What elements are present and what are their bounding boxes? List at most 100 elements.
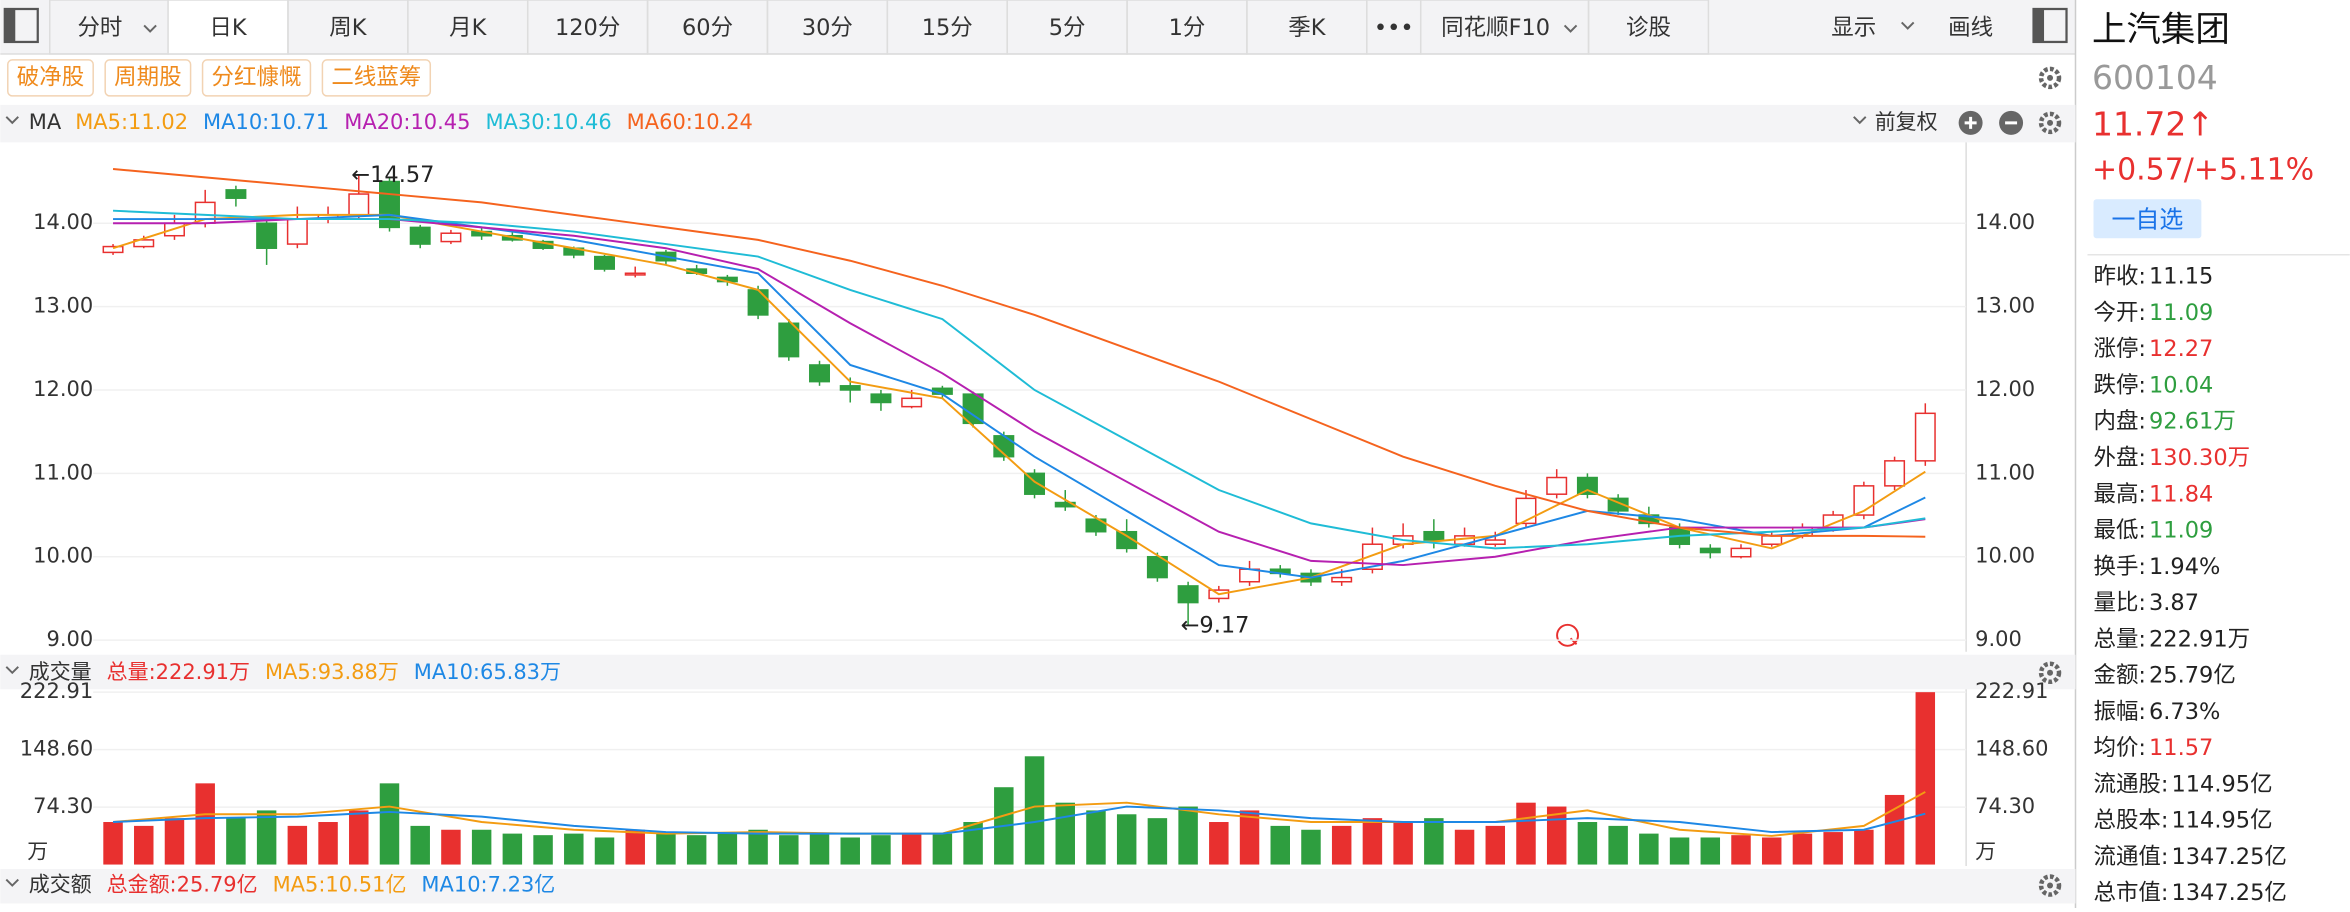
volume-bar	[809, 833, 830, 865]
volume-bar	[963, 822, 983, 865]
candle-body	[194, 201, 216, 224]
ma-line	[113, 213, 1926, 579]
candle-body	[747, 289, 769, 316]
volume-bar	[1116, 814, 1137, 865]
ma-header-bg	[0, 104, 2076, 143]
tag[interactable]	[7, 59, 94, 97]
y-tick-label: 13.00	[33, 294, 93, 318]
y-tick-label: 148.60	[20, 737, 93, 761]
volume-bar	[441, 829, 461, 865]
legend-entry: 总量:222.91万	[107, 660, 250, 684]
toolbar-label: 120分	[555, 15, 620, 41]
chevron	[143, 24, 157, 33]
ma-line	[112, 791, 1926, 837]
legend-entry: 总金额:25.79亿	[107, 873, 258, 897]
candle-body	[1914, 412, 1936, 462]
quote-label: 涨停:	[2093, 336, 2146, 362]
toolbar-button[interactable]	[167, 0, 289, 55]
toolbar-label: 5分	[1049, 15, 1086, 41]
volume-bar	[1239, 810, 1260, 865]
volume-bar	[717, 833, 738, 865]
quote-label: 跌停:	[2093, 372, 2146, 398]
volume-bar	[1362, 818, 1383, 865]
volume-bar	[656, 833, 676, 865]
settings-icon-hole	[2047, 119, 2054, 126]
candle-body	[286, 218, 308, 245]
chevron	[1563, 24, 1578, 33]
quote-value: 114.95亿	[2171, 771, 2272, 797]
settings-icon[interactable]	[2038, 661, 2062, 684]
y-tick-label: 14.00	[33, 210, 93, 234]
quote-value: 11.57	[2149, 735, 2213, 761]
volume-bar	[1516, 802, 1536, 865]
settings-icon-hole	[2047, 669, 2054, 676]
volume-bar	[1731, 835, 1751, 865]
tag[interactable]	[321, 59, 432, 97]
volume-bar	[134, 825, 154, 865]
volume-bar	[1915, 692, 1936, 865]
ma-line	[113, 218, 1926, 567]
volume-bar	[1301, 829, 1321, 865]
toolbar-label: 60分	[682, 15, 733, 41]
toolbar-label: 月K	[449, 15, 487, 41]
candle-body	[102, 245, 124, 254]
tag[interactable]	[104, 59, 192, 97]
stock-change: +0.57/+5.11%	[2092, 152, 2314, 187]
toolbar-label: 周K	[329, 15, 367, 41]
settings-icon[interactable]	[2038, 874, 2062, 897]
y-tick-label: 11.00	[33, 460, 93, 484]
adjust-label[interactable]: 前复权	[1875, 110, 1938, 134]
quote-label: 流通值:	[2093, 844, 2168, 870]
settings-icon[interactable]	[2038, 111, 2062, 135]
quote-value: 1347.25亿	[2171, 844, 2286, 870]
legend-entry: MA5:11.02	[75, 110, 188, 134]
volume-bar	[1454, 829, 1475, 865]
volume-bar	[1669, 837, 1690, 865]
toolbar-label: 分时	[77, 15, 122, 41]
quote-label: 均价:	[2093, 735, 2146, 761]
quote-label: 内盘:	[2093, 409, 2146, 435]
quote-label: 最低:	[2093, 518, 2146, 544]
volume-bar	[318, 822, 338, 865]
y-tick-label-right: 9.00	[1975, 627, 2022, 651]
candle-body	[1085, 518, 1107, 533]
candle-body	[1761, 535, 1783, 545]
y-tick-label: 12.00	[33, 377, 93, 401]
tag-label: 周期股	[114, 64, 181, 90]
amount-header-bg	[0, 869, 2076, 904]
tag-label: 破净股	[17, 64, 84, 90]
legend-entry: MA10:7.23亿	[421, 873, 555, 897]
quote-label: 今开:	[2093, 300, 2146, 326]
quote-label: 换手:	[2093, 554, 2146, 580]
quote-value: 12.27	[2149, 336, 2213, 362]
watch-label: 一自选	[2111, 205, 2183, 233]
toolbar-button[interactable]	[1587, 0, 1710, 55]
quote-value: 6.73%	[2149, 699, 2220, 725]
volume-bar	[871, 835, 891, 865]
candle-body	[1331, 576, 1353, 583]
volume-bar	[1055, 802, 1075, 865]
price-annotation: ←9.17	[1181, 612, 1250, 638]
y-tick-label-right: 74.30	[1975, 794, 2035, 818]
candle-body	[1146, 555, 1168, 579]
volume-bar	[226, 818, 246, 865]
tag[interactable]	[201, 59, 312, 97]
volume-bar	[1823, 832, 1843, 865]
candle-body	[1884, 460, 1906, 487]
ma-title: MA	[29, 110, 62, 134]
watch-button[interactable]	[2093, 199, 2202, 239]
volume-bar	[1485, 825, 1506, 865]
volume-bar	[686, 835, 707, 865]
settings-icon[interactable]	[2038, 66, 2062, 90]
candle-body	[901, 397, 923, 408]
ma-line	[112, 168, 1926, 538]
ma-line	[113, 209, 1926, 550]
volume-bar	[1147, 818, 1168, 865]
ma-line	[113, 805, 1926, 835]
quote-label: 总量:	[2093, 626, 2146, 652]
y-tick-label-right: 10.00	[1975, 544, 2035, 568]
quote-label: 流通股:	[2093, 771, 2168, 797]
stock-name: 上汽集团	[2092, 10, 2230, 50]
price-annotation: ←14.57	[351, 162, 434, 188]
